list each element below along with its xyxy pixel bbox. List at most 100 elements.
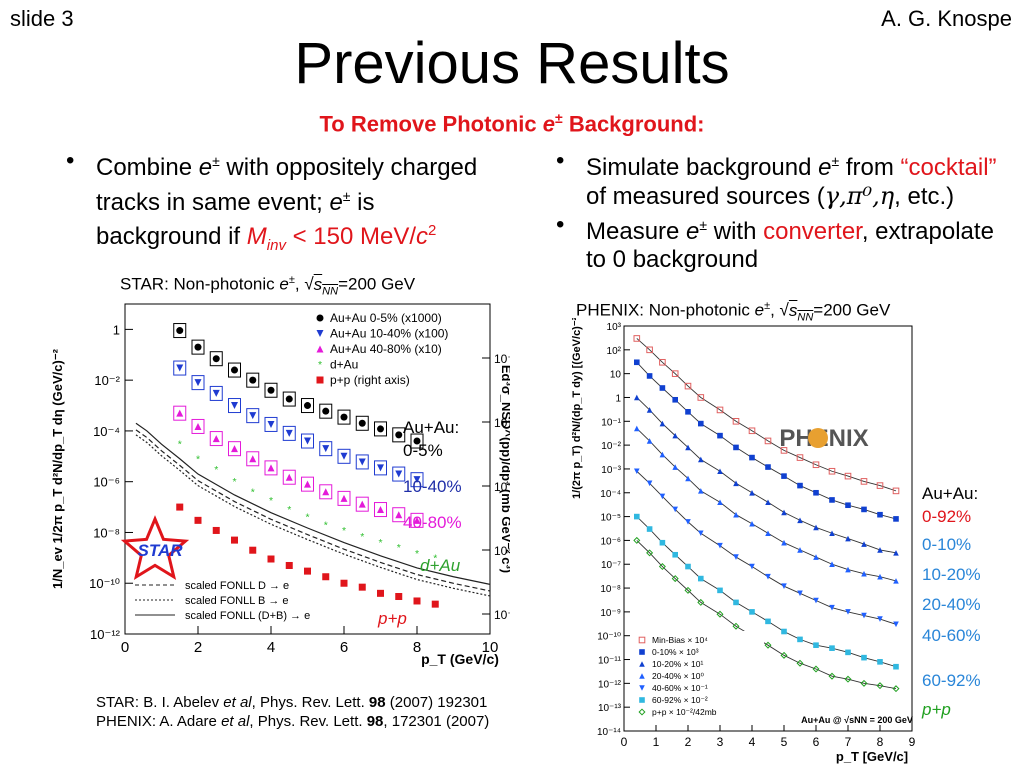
phenix-point bbox=[658, 563, 666, 571]
star-sys-box bbox=[301, 433, 314, 449]
star-legend-entry: Au+Au 10-40% (x100) bbox=[330, 327, 448, 341]
phenix-label-auau: Au+Au: bbox=[922, 484, 979, 503]
phenix-point bbox=[685, 444, 691, 451]
phenix-y-tick-label: 10² bbox=[607, 346, 622, 357]
phx-cap-pre: PHENIX: Non-photonic bbox=[576, 300, 755, 320]
phenix-point bbox=[634, 468, 640, 475]
phenix-legend-entry: 60-92% × 10⁻² bbox=[652, 695, 708, 705]
rb2-converter: converter bbox=[763, 218, 862, 245]
phenix-x-tick-label: 5 bbox=[781, 735, 788, 749]
star-point bbox=[285, 561, 293, 569]
star-point: * bbox=[214, 464, 218, 476]
phenix-point bbox=[861, 541, 867, 547]
phx-cap-var: e bbox=[754, 300, 765, 320]
phenix-point bbox=[672, 506, 678, 513]
star-legend-marker bbox=[316, 376, 324, 384]
star-sys-box bbox=[301, 476, 314, 492]
star-point bbox=[304, 402, 311, 410]
phenix-y-tick-label: 10⁻⁴ bbox=[600, 489, 621, 500]
star-legend-bottom-entry: scaled FONLL D → e bbox=[185, 580, 289, 592]
star-point bbox=[395, 470, 403, 478]
phenix-point bbox=[829, 645, 835, 651]
references: STAR: B. I. Abelev et al, Phys. Rev. Let… bbox=[96, 693, 489, 731]
star-label-pp: p+p bbox=[378, 609, 407, 628]
star-sys-box bbox=[282, 425, 296, 441]
phenix-point bbox=[829, 604, 835, 611]
phx-cap-mid: , √ bbox=[770, 300, 789, 320]
phenix-point bbox=[698, 575, 704, 582]
phenix-point bbox=[672, 432, 678, 439]
star-sys-box bbox=[392, 507, 406, 523]
slide-title: Previous Results bbox=[294, 31, 730, 96]
star-point bbox=[358, 500, 366, 508]
rb2-t3: , extrapolate to 0 background bbox=[586, 218, 994, 273]
phenix-point bbox=[813, 642, 819, 648]
star-y-tick-label: 10⁻² bbox=[94, 373, 120, 388]
phenix-y-tick-label: 1 bbox=[615, 393, 621, 404]
star-point bbox=[358, 419, 366, 427]
star-point bbox=[377, 464, 384, 472]
star-point bbox=[304, 480, 311, 488]
lb-m: M bbox=[246, 223, 267, 250]
phenix-point bbox=[646, 373, 653, 379]
star-point bbox=[231, 402, 238, 410]
star-cap-s: s bbox=[313, 274, 323, 294]
phenix-x-tick-label: 1 bbox=[653, 735, 660, 749]
phenix-point bbox=[646, 480, 653, 487]
star-point bbox=[322, 573, 330, 581]
star-sys-box bbox=[337, 409, 351, 425]
right-bullet-list: Simulate background e± from “cocktail” o… bbox=[548, 147, 1018, 274]
phenix-legend-marker bbox=[639, 697, 645, 703]
phenix-point bbox=[671, 370, 679, 377]
phenix-fit-curve bbox=[636, 470, 897, 625]
star-sys-box bbox=[410, 472, 424, 488]
star-sys-box bbox=[209, 431, 223, 447]
star-point bbox=[340, 452, 348, 460]
phenix-legend-marker bbox=[639, 649, 645, 655]
phenix-point bbox=[646, 407, 653, 413]
rb1-cocktail: “cocktail” bbox=[900, 154, 997, 181]
star-sys-box bbox=[191, 339, 205, 355]
star-legend-marker: * bbox=[318, 359, 322, 371]
phenix-point bbox=[732, 622, 740, 630]
phenix-y-tick-label: 10⁻⁹ bbox=[600, 608, 621, 619]
phenix-point bbox=[797, 547, 803, 553]
lb-minv: Minv < 150 MeV/c2 bbox=[246, 222, 437, 254]
phenix-x-tick-label: 7 bbox=[845, 735, 852, 749]
phenix-point bbox=[733, 511, 739, 518]
ref1-pre: STAR: B. I. Abelev bbox=[96, 694, 224, 711]
phenix-point bbox=[717, 499, 723, 506]
star-point bbox=[285, 395, 293, 403]
phenix-point bbox=[685, 475, 691, 482]
phenix-point bbox=[845, 649, 851, 656]
phenix-point bbox=[646, 346, 653, 354]
lb-c: c bbox=[416, 223, 429, 250]
star-sys-box bbox=[410, 433, 424, 449]
lb-sup2: ± bbox=[342, 188, 351, 204]
phenix-point bbox=[634, 513, 640, 520]
left-bullet-list: Combine e± with oppositely charged track… bbox=[58, 147, 478, 260]
star-point: * bbox=[178, 439, 182, 451]
phenix-x-tick-label: 3 bbox=[717, 735, 724, 749]
phenix-point bbox=[845, 535, 851, 542]
star-sys-box bbox=[355, 454, 369, 470]
phenix-legend-marker bbox=[638, 708, 646, 716]
phenix-point bbox=[646, 526, 653, 532]
phenix-point bbox=[877, 616, 883, 622]
star-fonll-d-curve bbox=[135, 429, 491, 592]
phenix-x-tick-label: 0 bbox=[621, 735, 628, 749]
phenix-point bbox=[684, 586, 692, 594]
phenix-point bbox=[861, 506, 867, 513]
star-sys-box bbox=[337, 448, 351, 464]
phenix-point bbox=[749, 454, 755, 461]
phx-cap-s: s bbox=[788, 300, 798, 320]
phenix-y-tick-label: 10⁻¹ bbox=[601, 417, 621, 428]
star-sys-box bbox=[191, 375, 205, 391]
star-point: * bbox=[287, 504, 291, 516]
star-point bbox=[176, 503, 184, 511]
star-point bbox=[194, 422, 202, 430]
star-sys-box bbox=[173, 323, 187, 339]
phenix-x-tick-label: 4 bbox=[749, 735, 756, 749]
phenix-point bbox=[781, 628, 787, 635]
star-sys-box bbox=[319, 441, 333, 457]
